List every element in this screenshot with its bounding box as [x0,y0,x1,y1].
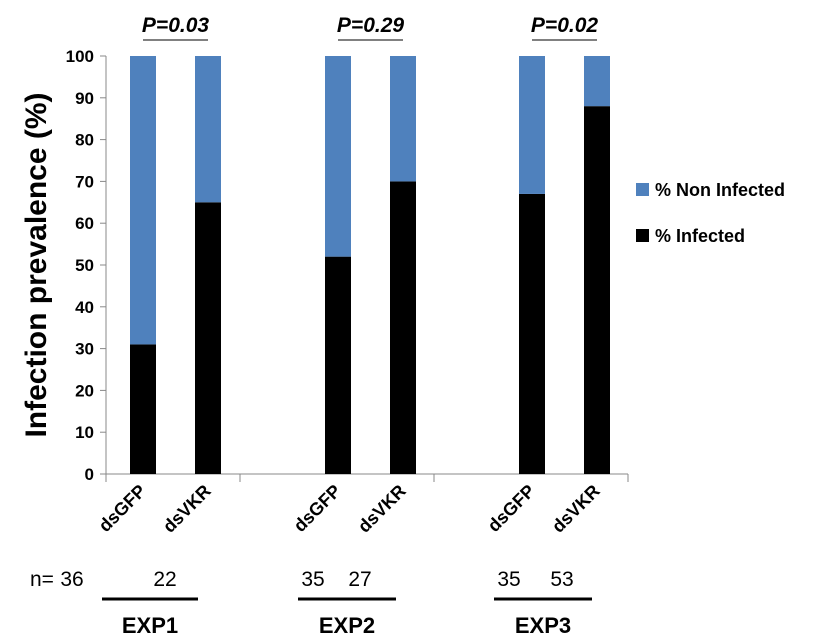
y-tick-label: 50 [75,256,94,275]
bar-non-infected [195,56,221,203]
category-label: dsVKR [159,481,215,537]
legend-label: % Non Infected [655,180,785,200]
sample-size-label: 36 [60,568,83,591]
sample-size-label: 53 [550,568,573,591]
legend-label: % Infected [655,226,745,246]
bar-non-infected [325,56,351,257]
legend-swatch [636,229,649,242]
category-label: dsGFP [95,481,150,536]
category-label: dsGFP [484,481,539,536]
y-tick-label: 60 [75,214,94,233]
y-tick-label: 10 [75,423,94,442]
y-tick-label: 0 [85,465,94,484]
bar-infected [195,202,221,475]
sample-size-label: 22 [153,568,176,591]
sample-size-label: 35 [301,568,324,591]
legend-swatch [636,183,649,196]
experiment-label: EXP3 [515,613,571,638]
n-prefix-label: n= [30,568,54,591]
category-label: dsVKR [354,481,410,537]
bar-infected [519,193,545,474]
p-value-label: P=0.02 [531,14,598,37]
y-tick-label: 40 [75,298,94,317]
bar-non-infected [390,56,416,182]
sample-size-label: 27 [348,568,371,591]
category-label: dsVKR [548,481,604,537]
p-value-label: P=0.29 [337,14,404,37]
bar-infected [390,181,416,474]
y-tick-label: 100 [66,47,94,66]
y-tick-label: 90 [75,89,94,108]
bar-non-infected [130,56,156,345]
sample-size-label: 35 [497,568,520,591]
bar-infected [325,256,351,474]
category-label: dsGFP [290,481,345,536]
experiment-label: EXP1 [122,613,178,638]
y-tick-label: 80 [75,131,94,150]
y-tick-label: 20 [75,381,94,400]
bar-infected [584,106,610,474]
y-axis-label: Infection prevalence (%) [20,92,53,437]
y-tick-label: 70 [75,172,94,191]
y-tick-label: 30 [75,340,94,359]
bar-infected [130,344,156,474]
bar-non-infected [584,56,610,107]
bar-non-infected [519,56,545,194]
p-value-label: P=0.03 [142,14,209,37]
experiment-label: EXP2 [319,613,375,638]
